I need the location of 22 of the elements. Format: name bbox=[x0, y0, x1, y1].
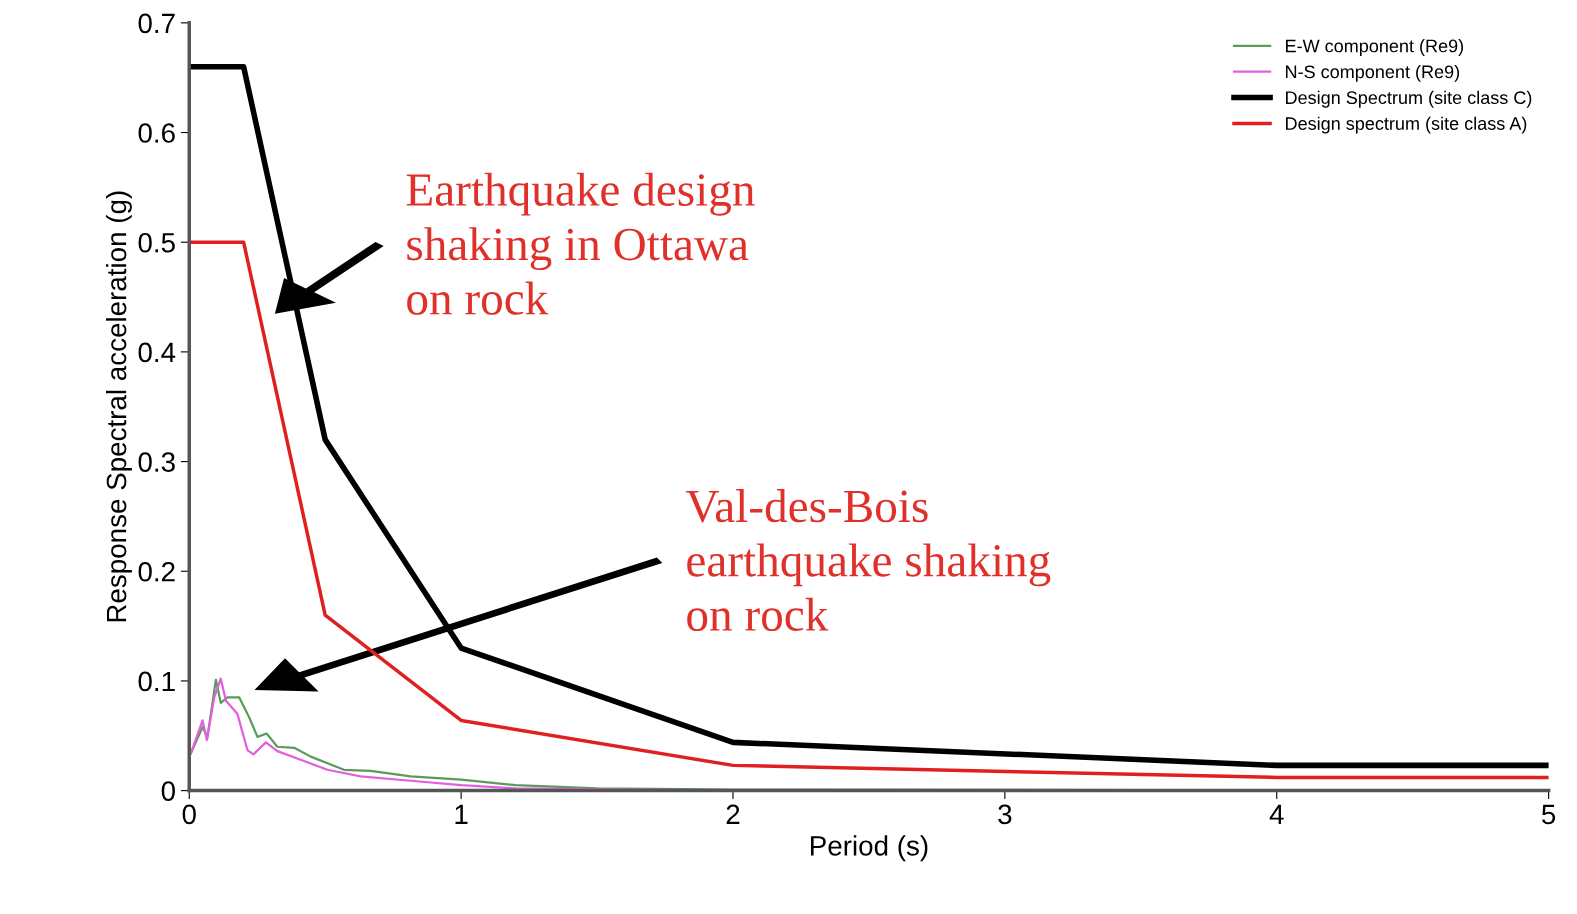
annotation: Val-des-Bois earthquake shaking on rock bbox=[685, 489, 1051, 632]
x-tick-label: 2 bbox=[726, 804, 740, 824]
x-tick-label: 5 bbox=[1542, 804, 1556, 825]
y-tick-label: 0.3 bbox=[138, 452, 175, 472]
x-tick-label: 4 bbox=[1269, 804, 1284, 824]
annotation: Earthquake design shaking in Ottawa on rock bbox=[406, 172, 755, 315]
y-tick-label: 0.4 bbox=[138, 342, 176, 363]
y-tick-label: 0.7 bbox=[138, 13, 175, 34]
x-tick-label: 0 bbox=[182, 804, 196, 825]
x-axis-title: Period (s) bbox=[811, 835, 928, 862]
legend-label: Design spectrum (site class A) bbox=[1286, 116, 1527, 134]
x-tick-label: 3 bbox=[998, 804, 1012, 825]
y-tick-label: 0 bbox=[161, 781, 175, 801]
x-tick-label: 1 bbox=[455, 804, 468, 824]
y-tick-label: 0.2 bbox=[138, 561, 175, 582]
y-axis-title: Response Spectral acceleration (g) bbox=[105, 191, 132, 622]
y-tick-label: 0.1 bbox=[138, 671, 175, 692]
y-tick-label: 0.6 bbox=[138, 123, 175, 143]
legend-label: Design Spectrum (site class C) bbox=[1286, 90, 1532, 108]
legend-label: E-W component (Re9) bbox=[1286, 39, 1464, 56]
legend-label: N-S component (Re9) bbox=[1286, 64, 1460, 82]
y-tick-label: 0.5 bbox=[138, 232, 175, 253]
